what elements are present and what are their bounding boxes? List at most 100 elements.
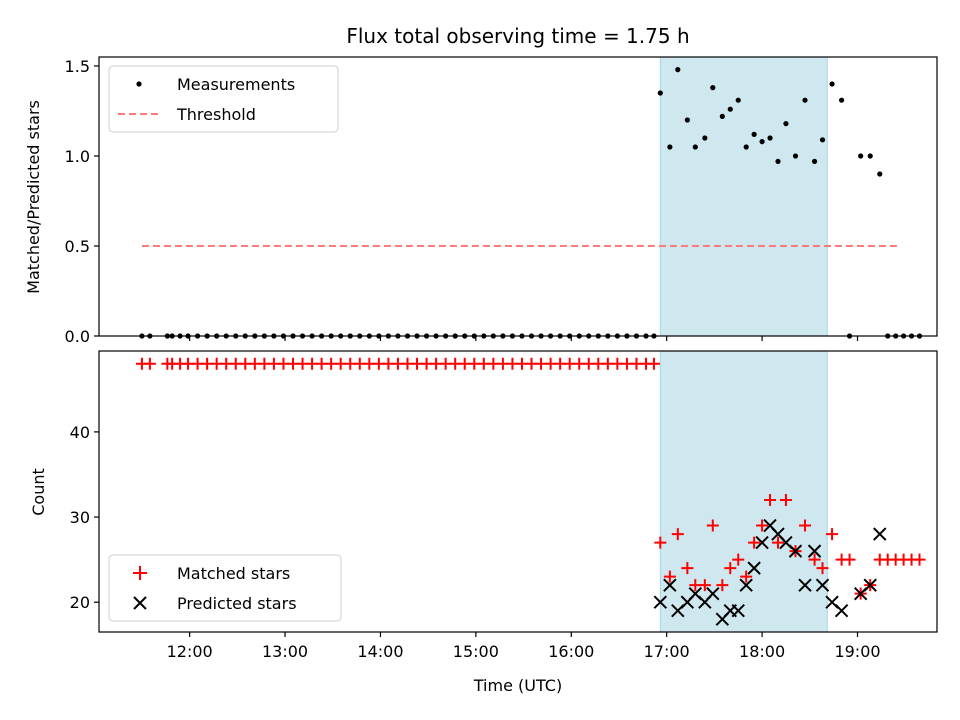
top-panel: 0.0 0.5 1.0 1.5 Matched/Predicted stars Mea… xyxy=(24,56,938,346)
matched-star-point xyxy=(654,536,667,549)
measurement-point xyxy=(751,131,757,137)
measurement-point xyxy=(819,137,826,143)
predicted-star-point xyxy=(798,578,812,592)
matched-star-point xyxy=(143,357,156,370)
x-axis-label: Time (UTC) xyxy=(473,676,562,695)
x-tick-label: 14:00 xyxy=(357,642,403,661)
measurement-point xyxy=(775,158,781,164)
measurement-point xyxy=(767,135,773,141)
predicted-star-point xyxy=(663,578,677,592)
top-y-axis-label: Matched/Predicted stars xyxy=(24,100,43,294)
top-y-tick-label: 1.0 xyxy=(65,147,90,166)
measurement-point xyxy=(702,135,708,141)
measurement-point xyxy=(719,113,725,119)
measurement-point xyxy=(811,158,818,164)
measurement-point xyxy=(829,81,835,87)
x-tick-label: 16:00 xyxy=(548,642,594,661)
bottom-panel: 20 30 40 12:00 13:00 14:00 15:00 16:00 17:00 18:… xyxy=(29,350,938,695)
measurement-point xyxy=(735,97,741,103)
top-y-tick-label: 1.5 xyxy=(65,57,90,76)
predicted-star-point xyxy=(739,578,753,592)
top-axes-frame xyxy=(98,56,938,337)
x-tick-label: 15:00 xyxy=(453,642,499,661)
matched-star-point xyxy=(799,519,812,532)
top-y-tick-label: 0.0 xyxy=(65,327,90,346)
measurement-point xyxy=(667,144,673,150)
x-tick-label: 12:00 xyxy=(167,642,213,661)
predicted-star-point xyxy=(788,544,803,558)
chart-title: Flux total observing time = 1.75 h xyxy=(346,24,689,48)
top-legend-box xyxy=(108,65,339,133)
bottom-axes-frame xyxy=(98,350,938,633)
matched-star-point xyxy=(764,494,777,507)
matched-star-point xyxy=(681,562,694,575)
top-shaded-span xyxy=(659,56,828,337)
matched-star-point xyxy=(663,570,676,583)
matched-star-point xyxy=(647,357,660,370)
matched-star-point xyxy=(771,536,784,549)
bottom-legend: Matched stars Predicted stars xyxy=(108,554,342,622)
measurement-point xyxy=(858,153,864,159)
series-predicted-stars xyxy=(653,518,887,626)
matched-star-point xyxy=(748,536,761,549)
measurement-point xyxy=(792,153,799,159)
matched-star-point xyxy=(843,553,856,566)
matched-star-point xyxy=(740,570,753,583)
matched-star-point xyxy=(724,562,737,575)
measurement-point xyxy=(802,97,808,103)
predicted-star-point xyxy=(747,561,761,575)
predicted-star-point xyxy=(863,578,877,592)
matched-star-point xyxy=(808,553,821,566)
bottom-legend-box xyxy=(108,554,342,622)
x-tick-label: 13:00 xyxy=(262,642,308,661)
measurement-point xyxy=(877,171,883,177)
measurement-point xyxy=(867,153,873,159)
matched-star-point xyxy=(826,528,839,541)
matched-star-point xyxy=(756,519,769,532)
measurement-point xyxy=(783,121,789,127)
matched-star-point xyxy=(698,579,711,592)
x-tick-label: 18:00 xyxy=(739,642,785,661)
measurement-point xyxy=(743,144,749,150)
legend-predicted-marker xyxy=(133,596,147,610)
legend-matched-marker xyxy=(133,566,147,580)
predicted-star-point xyxy=(807,544,822,558)
measurement-point xyxy=(727,106,733,112)
top-y-tick-label: 0.5 xyxy=(65,237,90,256)
bot-shaded-span xyxy=(659,350,828,633)
measurement-point xyxy=(838,97,845,103)
matched-star-point xyxy=(671,528,684,541)
matched-star-point xyxy=(732,553,745,566)
matched-star-point xyxy=(716,579,729,592)
legend-threshold-label: Threshold xyxy=(176,105,256,124)
bot-y-tick-label: 30 xyxy=(70,508,90,527)
predicted-star-point xyxy=(815,578,830,592)
legend-measurements-marker xyxy=(136,81,142,87)
legend-predicted-label: Predicted stars xyxy=(177,594,297,613)
x-tick-label: 17:00 xyxy=(644,642,690,661)
series-matched-stars xyxy=(135,357,926,600)
measurement-point xyxy=(710,85,716,91)
measurement-point xyxy=(675,67,681,73)
predicted-star-point xyxy=(873,527,887,541)
legend-measurements-label: Measurements xyxy=(177,75,295,94)
x-tick-label: 19:00 xyxy=(834,642,880,661)
predicted-star-point xyxy=(653,595,668,609)
top-legend: Measurements Threshold xyxy=(108,65,339,133)
matched-star-point xyxy=(913,553,926,566)
matched-star-point xyxy=(779,494,792,507)
matched-star-point xyxy=(816,562,829,575)
bot-y-tick-label: 40 xyxy=(70,423,90,442)
measurement-point xyxy=(657,90,663,96)
bot-y-tick-label: 20 xyxy=(70,593,90,612)
predicted-star-point xyxy=(731,604,745,618)
measurement-point xyxy=(759,139,765,145)
predicted-star-point xyxy=(755,535,769,550)
matched-star-point xyxy=(706,519,719,532)
predicted-star-point xyxy=(834,604,849,618)
series-measurements xyxy=(139,67,923,339)
bottom-y-axis-label: Count xyxy=(29,468,48,516)
measurement-point xyxy=(692,144,698,150)
predicted-star-point xyxy=(706,586,720,601)
